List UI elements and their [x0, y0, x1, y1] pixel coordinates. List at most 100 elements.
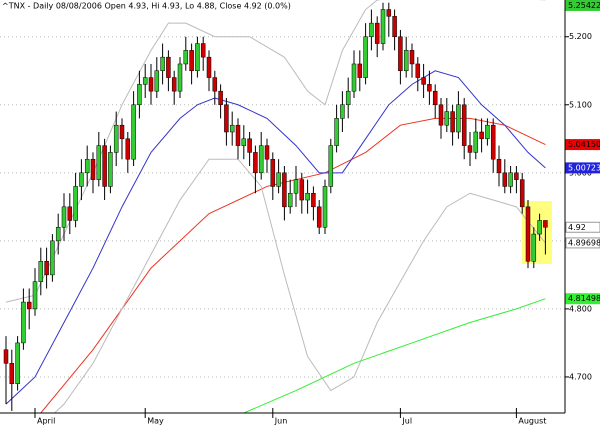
candle-body — [392, 16, 397, 37]
candle-body — [241, 138, 247, 146]
candle-body — [537, 220, 542, 235]
candle-body — [270, 158, 276, 187]
candle-body — [142, 77, 148, 85]
candle-body — [374, 22, 380, 44]
candle-body — [50, 240, 55, 276]
x-tick-label: May — [147, 417, 164, 426]
candle-body — [84, 158, 90, 174]
candle-body — [61, 206, 67, 228]
candle-body — [67, 206, 73, 221]
candle-body — [450, 111, 455, 133]
candle-body — [490, 124, 496, 160]
candle-body — [287, 192, 293, 208]
candle-body — [514, 172, 519, 180]
candle-body — [38, 261, 44, 282]
candle-body — [479, 131, 484, 140]
candle-body — [258, 145, 264, 174]
candle-body — [276, 172, 281, 187]
value-tag — [565, 221, 600, 233]
candle-body — [334, 118, 339, 146]
candle-body — [32, 281, 38, 310]
value-tag-label: 5.04150 — [568, 140, 600, 149]
indicator-line — [53, 158, 546, 413]
candle-body — [160, 56, 165, 72]
indicator-line — [243, 298, 546, 413]
candle-body — [409, 50, 415, 65]
candle-body — [357, 63, 363, 78]
candle-body — [224, 104, 229, 133]
candle-body — [235, 124, 241, 146]
candle-body — [177, 63, 183, 92]
candle-body — [322, 186, 328, 228]
candle-body — [293, 179, 299, 194]
candle-body — [3, 349, 9, 364]
candle-body — [496, 158, 502, 174]
candle-body — [253, 152, 258, 174]
candle-body — [543, 220, 548, 228]
candle-body — [113, 124, 119, 153]
candle-body — [531, 233, 537, 262]
candle-body — [415, 63, 421, 78]
x-tick-label: Jun — [274, 417, 288, 426]
value-tag-label: 5.25422 — [568, 1, 600, 10]
candle-body — [212, 77, 218, 92]
candle-body — [148, 77, 154, 92]
value-tag-label: 4.92 — [568, 223, 586, 232]
candle-body — [229, 124, 235, 133]
value-tag-label: 4.89698 — [568, 238, 600, 247]
candle-body — [316, 206, 322, 228]
value-tag-label: 4.81498 — [568, 294, 600, 303]
candle-body — [311, 192, 316, 208]
candle-body — [456, 104, 461, 133]
x-tick-label: April — [37, 417, 55, 426]
candle-body — [26, 301, 32, 310]
x-tick-label: Jul — [401, 417, 412, 426]
labels: 4.7004.8004.9005.0005.1005.200AprilMayJu… — [37, 0, 600, 426]
candle-body — [189, 50, 194, 72]
candle-body — [137, 84, 142, 106]
candle-body — [264, 145, 270, 160]
candle-body — [44, 261, 49, 276]
value-tag — [565, 0, 600, 11]
candle-body — [467, 145, 473, 153]
y-tick-label: 4.800 — [569, 304, 592, 313]
candle-body — [380, 9, 386, 44]
candle-body — [102, 145, 107, 187]
candle-body — [525, 206, 531, 262]
candle-body — [166, 56, 171, 78]
candle-body — [21, 301, 26, 344]
candle-body — [171, 77, 177, 92]
candle-body — [328, 145, 334, 187]
y-tick-label: 4.700 — [569, 372, 592, 381]
value-tag — [565, 139, 600, 151]
candle-body — [299, 179, 305, 201]
candle-body — [154, 70, 160, 92]
chart-title: ^TNX - Daily 08/08/2006 Open 4.93, Hi 4.… — [2, 2, 291, 11]
candle-body — [351, 63, 357, 92]
indicator-line — [5, 70, 546, 405]
candle-body — [282, 172, 287, 208]
candle-body — [398, 36, 403, 72]
candle-body — [432, 90, 438, 106]
candle-body — [519, 179, 525, 208]
candle-body — [508, 172, 513, 187]
candle-body — [345, 90, 351, 106]
x-tick-label: August — [518, 417, 546, 426]
candle-body — [96, 145, 102, 180]
candle-body — [444, 111, 450, 126]
candle-body — [485, 124, 490, 140]
candle-body — [386, 9, 392, 17]
candle-body — [305, 192, 310, 201]
candle-body — [79, 172, 84, 187]
candle-body — [55, 227, 61, 242]
y-tick-label: 5.100 — [569, 100, 592, 109]
candle-body — [461, 104, 467, 146]
candle-body — [195, 43, 200, 72]
value-tag — [565, 162, 600, 174]
candle-body — [438, 104, 444, 126]
value-tag-label: 5.00723 — [568, 163, 600, 172]
candle-body — [473, 131, 479, 153]
candle-body — [90, 158, 96, 180]
value-tag — [565, 237, 600, 249]
